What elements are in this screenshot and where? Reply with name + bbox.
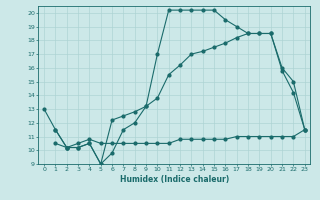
X-axis label: Humidex (Indice chaleur): Humidex (Indice chaleur) xyxy=(120,175,229,184)
